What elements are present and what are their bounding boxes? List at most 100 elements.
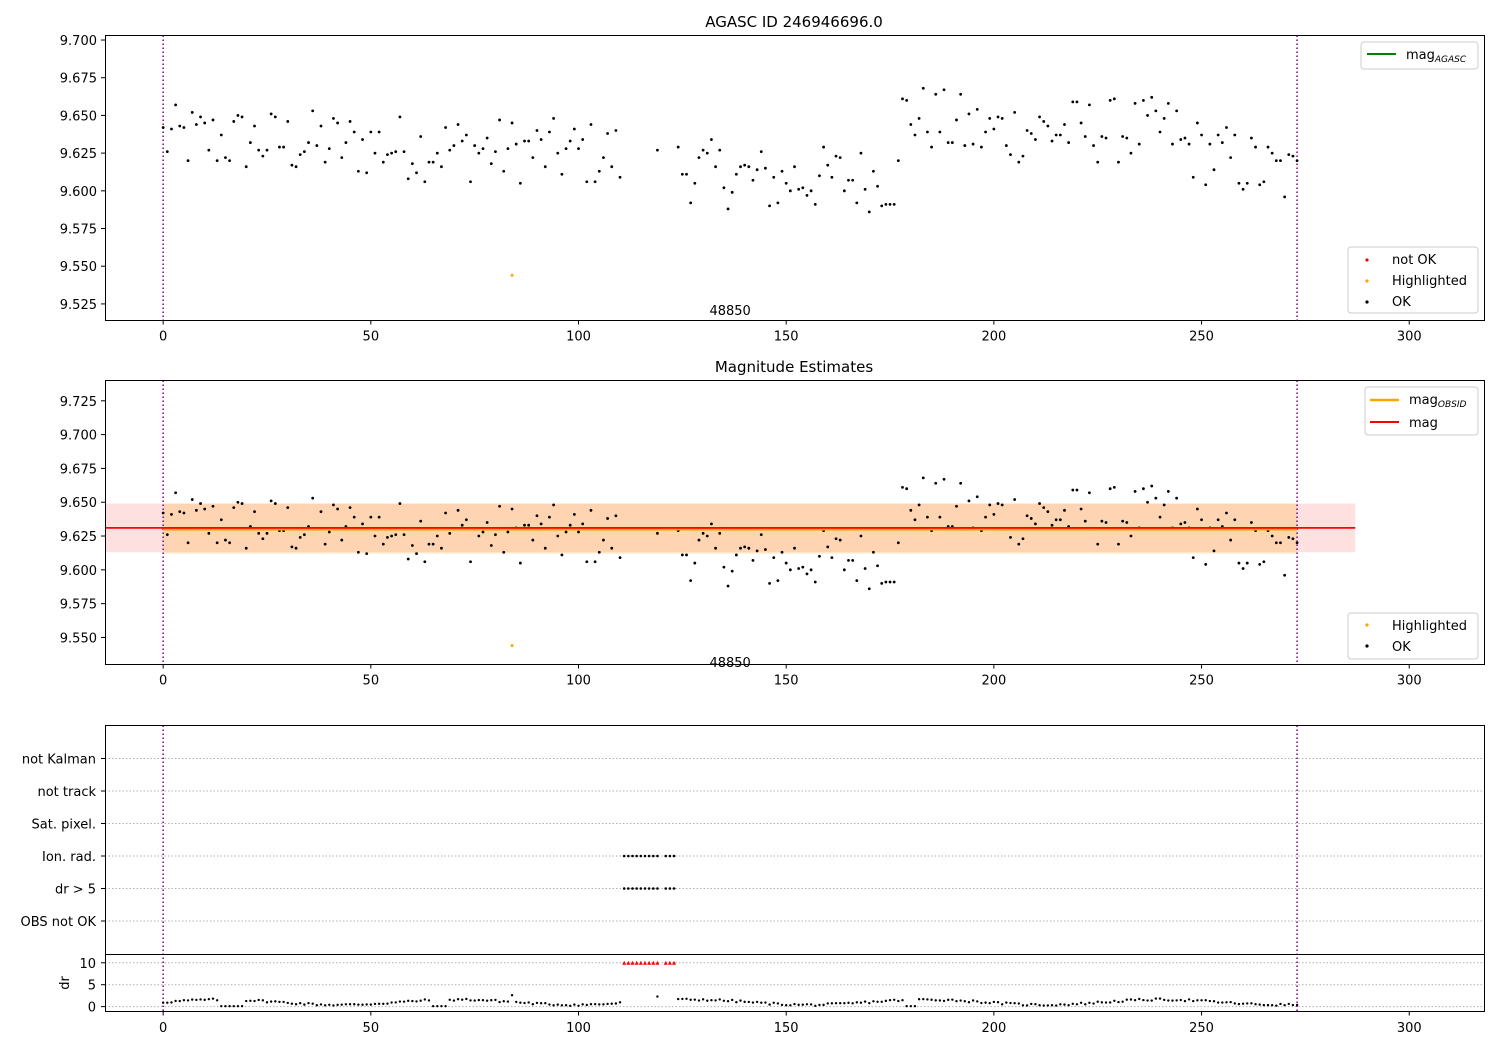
ok-point — [257, 531, 261, 535]
ok-point — [294, 165, 298, 169]
ok-point — [419, 519, 423, 523]
ok-point — [1121, 519, 1125, 523]
ok-point — [1029, 517, 1033, 520]
ok-point — [278, 145, 281, 149]
dr-outlier-marker — [663, 960, 668, 965]
ok-point — [705, 151, 709, 155]
ok-point — [319, 124, 323, 128]
ok-point — [481, 147, 485, 150]
ok-point — [793, 165, 796, 169]
ok-point — [228, 159, 232, 163]
dr-point — [843, 1001, 846, 1005]
ok-point — [1129, 151, 1133, 155]
ok-point — [697, 538, 701, 542]
dr-point — [992, 1000, 996, 1004]
dr-point — [739, 999, 742, 1002]
dr-point — [490, 999, 493, 1002]
ok-point — [1075, 100, 1079, 104]
ok-point — [174, 103, 178, 107]
ok-point — [884, 580, 888, 584]
ok-point — [1229, 538, 1233, 542]
ok-point — [950, 141, 954, 144]
dr-point — [884, 999, 888, 1003]
dr-point — [868, 1001, 871, 1005]
dr-point — [1096, 1000, 1099, 1003]
dr-point — [602, 1003, 605, 1006]
ok-point — [1133, 489, 1137, 493]
dr-outlier-marker — [667, 960, 672, 965]
ok-point — [365, 552, 369, 556]
ok-point — [1042, 506, 1046, 510]
ok-point — [614, 129, 618, 132]
ok-point — [427, 542, 431, 546]
dr-point — [1237, 1002, 1241, 1006]
dr-outlier-marker — [630, 960, 635, 965]
ok-point — [710, 138, 713, 141]
ok-point — [1117, 542, 1120, 546]
y-tick-label: 9.725 — [60, 395, 97, 410]
dr-point — [182, 999, 186, 1002]
ok-point — [1225, 511, 1228, 515]
ok-point — [190, 111, 194, 114]
dr-point — [282, 1000, 285, 1004]
dr-point — [245, 999, 248, 1003]
ok-point — [1067, 141, 1071, 144]
ok-point — [485, 521, 489, 524]
ok-point — [394, 150, 398, 154]
ok-point — [394, 533, 398, 537]
ok-point — [477, 534, 481, 538]
dr-outlier-marker — [626, 960, 631, 965]
dr-point — [1113, 999, 1116, 1002]
dr-point — [286, 1001, 289, 1005]
dr-point — [319, 1003, 323, 1006]
ok-point — [186, 541, 190, 545]
dr-point — [1291, 1003, 1295, 1007]
dr-point — [872, 1000, 875, 1003]
ok-point — [1013, 498, 1017, 501]
ok-point — [618, 175, 622, 179]
dr-point — [1025, 1004, 1029, 1007]
dr-point — [988, 1001, 991, 1005]
panel1-annotation: 48850 — [709, 304, 750, 319]
ok-point — [975, 107, 979, 111]
ok-point — [581, 522, 585, 526]
ok-point — [1241, 567, 1245, 570]
ok-point — [1121, 135, 1125, 138]
dr-point — [377, 1002, 381, 1006]
ok-point — [452, 144, 456, 147]
ok-point — [818, 554, 821, 558]
dr-point — [980, 1001, 983, 1005]
ok-point — [926, 130, 929, 134]
panel1-title: AGASC ID 246946696.0 — [705, 13, 883, 31]
ok-point — [307, 141, 310, 144]
dr-point — [535, 1001, 539, 1005]
ok-point — [801, 565, 805, 569]
dr-point — [1146, 999, 1149, 1002]
ok-point — [759, 150, 763, 154]
dr-point — [1100, 1001, 1104, 1004]
ok-point — [298, 535, 302, 539]
dr-point — [236, 1004, 240, 1008]
dr-point — [207, 997, 211, 1001]
legend2-highlighted-label: Highlighted — [1392, 619, 1467, 634]
dr-point — [186, 999, 190, 1002]
highlighted-point — [510, 273, 514, 277]
ok-point — [398, 115, 402, 119]
ok-point — [726, 207, 730, 211]
dr-point — [1154, 997, 1158, 1000]
dr-point — [448, 998, 451, 1001]
dr-point — [1270, 1004, 1274, 1007]
ok-point — [577, 147, 580, 150]
dr-point — [809, 1003, 813, 1006]
ok-point — [880, 204, 884, 208]
ok-point — [178, 510, 182, 514]
dr-gt5-flag-point — [627, 887, 630, 890]
dr-point — [917, 997, 921, 1001]
dr-point — [897, 999, 900, 1003]
dr-point — [473, 999, 476, 1002]
ok-point — [211, 118, 215, 122]
dr-point — [548, 1003, 551, 1006]
ok-point — [797, 187, 801, 191]
x-tick-label: 200 — [981, 674, 1006, 689]
ok-point — [506, 147, 510, 150]
